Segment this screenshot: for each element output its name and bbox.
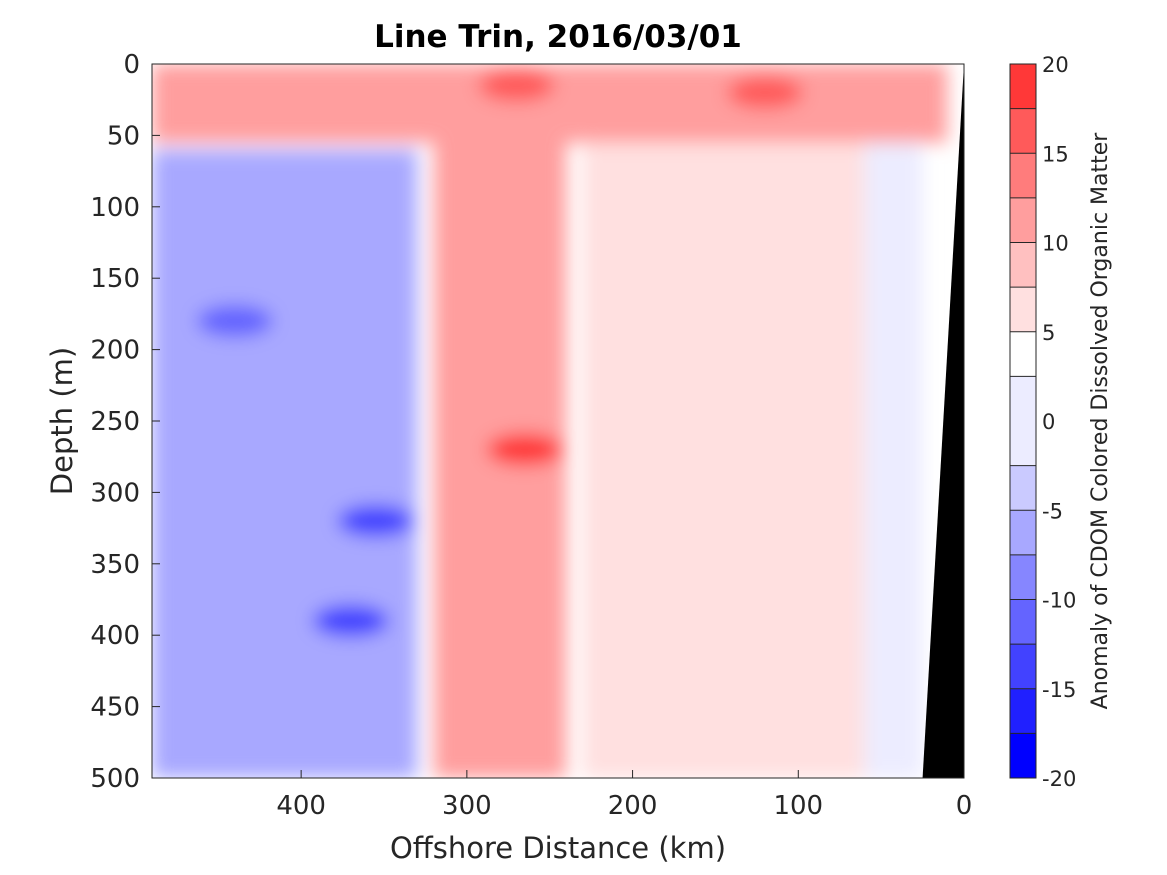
anomaly-region xyxy=(433,64,567,778)
x-tick-label: 200 xyxy=(608,791,658,821)
colorbar-tick-label: 0 xyxy=(1042,410,1055,434)
colorbar-segment xyxy=(1010,599,1036,645)
y-tick-label: 450 xyxy=(90,693,140,723)
y-tick-label: 250 xyxy=(90,407,140,437)
colorbar-segment xyxy=(1010,554,1036,600)
colorbar-segment xyxy=(1010,465,1036,511)
y-tick-label: 100 xyxy=(90,193,140,223)
x-tick-label: 100 xyxy=(773,791,823,821)
colorbar-segment xyxy=(1010,510,1036,555)
y-axis: 0 50 100 150 200 250 300 350 400 450 500 xyxy=(90,50,160,794)
anomaly-field xyxy=(152,64,964,778)
colorbar-segment xyxy=(1010,733,1036,778)
anomaly-extreme xyxy=(727,76,804,109)
y-tick-label: 500 xyxy=(90,764,140,794)
anomaly-region xyxy=(152,149,418,778)
field-regions xyxy=(152,64,948,778)
chart-title: Line Trin, 2016/03/01 xyxy=(374,19,742,55)
anomaly-extreme xyxy=(486,433,563,466)
anomaly-region xyxy=(864,142,923,778)
x-axis-label: Offshore Distance (km) xyxy=(390,831,726,865)
colorbar-tick-label: -10 xyxy=(1042,589,1076,613)
colorbar-segment xyxy=(1010,376,1036,466)
colorbar-frame xyxy=(1009,63,1037,779)
land-mask xyxy=(922,64,964,778)
anomaly-extreme xyxy=(196,305,273,338)
colorbar-tick-label: 15 xyxy=(1042,142,1069,166)
colorbar-tick-label: 10 xyxy=(1042,232,1069,256)
y-tick-label: 150 xyxy=(90,264,140,294)
colorbar-tick-label: 5 xyxy=(1042,321,1055,345)
colorbar-segment xyxy=(1010,64,1036,109)
anomaly-extreme xyxy=(312,604,389,637)
y-tick-label: 350 xyxy=(90,550,140,580)
colorbar-tick-label: -5 xyxy=(1042,499,1063,523)
y-tick-label: 0 xyxy=(123,50,140,80)
colorbar-tick-label: -20 xyxy=(1042,767,1076,791)
colorbar-segment xyxy=(1010,287,1036,332)
x-axis: 400 300 200 100 0 xyxy=(276,770,972,821)
colorbar-segment xyxy=(1010,197,1036,243)
colorbar-label: Anomaly of CDOM Colored Dissolved Organi… xyxy=(1088,132,1113,710)
y-tick-label: 50 xyxy=(107,121,140,151)
y-axis-label: Depth (m) xyxy=(45,347,79,495)
y-tick-label: 300 xyxy=(90,478,140,508)
x-tick-label: 300 xyxy=(442,791,492,821)
colorbar-tick-label: 20 xyxy=(1042,53,1069,77)
colorbar: 20 15 10 5 0 -5 -10 -15 -20 xyxy=(1009,53,1076,791)
x-tick-label: 400 xyxy=(276,791,326,821)
y-tick-label: 200 xyxy=(90,336,140,366)
anomaly-extreme xyxy=(337,504,414,537)
y-tick-label: 400 xyxy=(90,621,140,651)
colorbar-segment xyxy=(1010,688,1036,734)
colorbar-segment xyxy=(1010,242,1036,288)
x-tick-label: 0 xyxy=(956,791,973,821)
plot-area xyxy=(151,63,965,779)
colorbar-segment xyxy=(1010,108,1036,154)
anomaly-region xyxy=(582,142,865,778)
colorbar-tick-label: -15 xyxy=(1042,678,1076,702)
colorbar-segment xyxy=(1010,331,1036,377)
colorbar-segment xyxy=(1010,153,1036,198)
anomaly-extreme xyxy=(478,69,555,102)
colorbar-segment xyxy=(1010,644,1036,689)
